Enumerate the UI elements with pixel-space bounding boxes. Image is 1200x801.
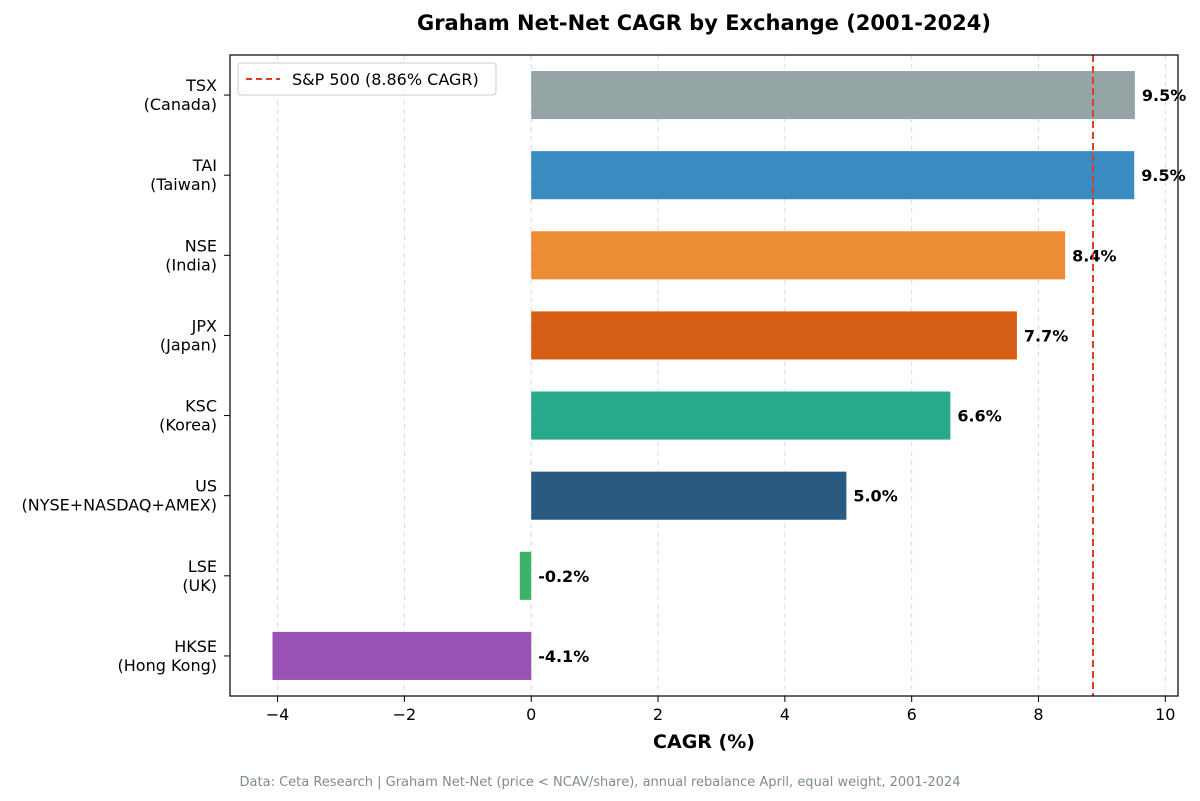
x-tick-label: 4	[780, 705, 790, 724]
y-tick-label-code: NSE	[185, 236, 217, 255]
y-tick-label-code: US	[195, 477, 217, 496]
x-tick-label: 0	[526, 705, 536, 724]
value-label: 9.5%	[1142, 86, 1186, 105]
bar-nse	[531, 231, 1066, 280]
y-axis: TSX(Canada) TAI(Taiwan) NSE(India) JPX(Japa…	[22, 76, 230, 675]
value-label: 9.5%	[1141, 166, 1185, 185]
y-tick-label-code: KSC	[185, 397, 217, 416]
x-tick-label: 10	[1155, 705, 1175, 724]
chart-title: Graham Net-Net CAGR by Exchange (2001-20…	[417, 11, 991, 35]
x-tick-label: −2	[393, 705, 417, 724]
y-tick-label-code: JPX	[191, 316, 217, 335]
y-tick-label-region: (Japan)	[160, 335, 217, 354]
y-tick-label-code: TSX	[185, 76, 217, 95]
legend-box	[237, 62, 497, 96]
x-tick-label: −4	[266, 705, 290, 724]
bar-us	[531, 471, 847, 520]
y-tick-label-region: (Taiwan)	[150, 175, 217, 194]
y-tick-label-region: (Korea)	[159, 416, 217, 435]
legend: S&P 500 (8.86% CAGR)	[237, 62, 497, 96]
y-tick-label-region: (UK)	[182, 576, 217, 595]
value-label: 7.7%	[1024, 326, 1068, 345]
y-tick-label-region: (NYSE+NASDAQ+AMEX)	[22, 496, 218, 515]
plot-frame	[229, 54, 1179, 697]
x-axis: −4 −2 0 2 4 6 8 10	[266, 696, 1175, 724]
bar-tai	[531, 151, 1135, 200]
bar-hkse	[272, 631, 532, 680]
value-label: 8.4%	[1072, 246, 1116, 265]
value-label: 5.0%	[853, 487, 897, 506]
y-tick-label-region: (India)	[165, 255, 217, 274]
bar-jpx	[531, 311, 1017, 360]
bar-ksc	[531, 391, 951, 440]
bar-tsx	[531, 71, 1135, 120]
value-label: -0.2%	[538, 567, 589, 586]
value-labels: 9.5% 9.5% 8.4% 7.7% 6.6% 5.0% -0.2% -4.1%	[538, 86, 1186, 666]
value-label: 6.6%	[957, 407, 1001, 426]
value-label: -4.1%	[538, 647, 589, 666]
y-tick-label-region: (Hong Kong)	[118, 656, 217, 675]
x-tick-label: 8	[1033, 705, 1043, 724]
y-tick-label-code: HKSE	[174, 637, 217, 656]
bars	[272, 71, 1135, 680]
y-tick-label-region: (Canada)	[144, 95, 217, 114]
x-tick-label: 6	[907, 705, 917, 724]
x-tick-label: 2	[653, 705, 663, 724]
y-tick-label-code: TAI	[192, 156, 217, 175]
footnote: Data: Ceta Research | Graham Net-Net (pr…	[240, 775, 961, 790]
x-axis-label: CAGR (%)	[653, 731, 755, 753]
legend-label: S&P 500 (8.86% CAGR)	[292, 70, 479, 89]
bar-lse	[519, 551, 532, 600]
y-tick-label-code: LSE	[188, 557, 217, 576]
